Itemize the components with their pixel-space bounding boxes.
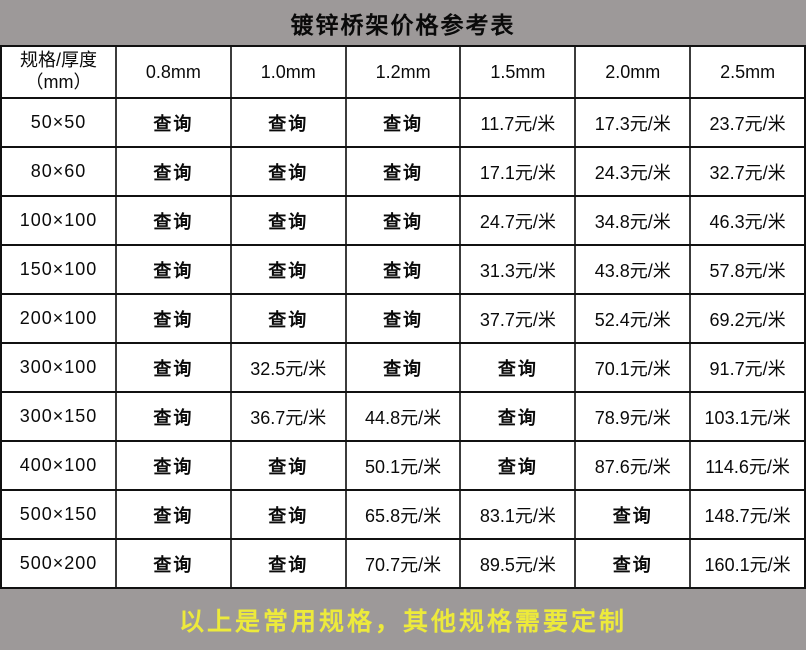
price-cell: 114.6元/米 xyxy=(689,440,806,491)
query-cell: 查询 xyxy=(229,195,347,246)
query-cell: 查询 xyxy=(344,244,462,295)
spec-cell: 50×50 xyxy=(0,97,117,148)
spec-cell: 300×100 xyxy=(0,342,117,393)
price-cell: 91.7元/米 xyxy=(689,342,806,393)
query-cell: 查询 xyxy=(115,538,232,589)
table-row: 80×60 查询 查询 查询 17.1元/米 24.3元/米 32.7元/米 xyxy=(0,146,806,197)
table-row: 50×50 查询 查询 查询 11.7元/米 17.3元/米 23.7元/米 xyxy=(0,97,806,148)
price-table-body: 规格/厚度 （mm） 0.8mm 1.0mm 1.2mm 1.5mm 2.0mm 2.5m… xyxy=(0,47,806,589)
query-cell: 查询 xyxy=(229,489,347,540)
query-cell: 查询 xyxy=(229,440,347,491)
thickness-header-cell: 1.5mm xyxy=(459,47,577,99)
query-cell: 查询 xyxy=(574,538,692,589)
table-row: 100×100 查询 查询 查询 24.7元/米 34.8元/米 46.3元/米 xyxy=(0,195,806,246)
price-cell: 160.1元/米 xyxy=(689,538,806,589)
price-cell: 31.3元/米 xyxy=(459,244,577,295)
query-cell: 查询 xyxy=(229,538,347,589)
thickness-header-cell: 2.5mm xyxy=(689,47,806,99)
price-cell: 70.7元/米 xyxy=(344,538,462,589)
footer-note: 以上是常用规格，其他规格需要定制 xyxy=(0,589,806,650)
price-cell: 46.3元/米 xyxy=(689,195,806,246)
spec-cell: 150×100 xyxy=(0,244,117,295)
query-cell: 查询 xyxy=(344,97,462,148)
query-cell: 查询 xyxy=(115,293,232,344)
query-cell: 查询 xyxy=(344,195,462,246)
spec-cell: 400×100 xyxy=(0,440,117,491)
query-cell: 查询 xyxy=(229,97,347,148)
price-cell: 78.9元/米 xyxy=(574,391,692,442)
query-cell: 查询 xyxy=(229,146,347,197)
price-cell: 69.2元/米 xyxy=(689,293,806,344)
page-title: 镀锌桥架价格参考表 xyxy=(0,0,806,47)
query-cell: 查询 xyxy=(115,489,232,540)
spec-cell: 100×100 xyxy=(0,195,117,246)
query-cell: 查询 xyxy=(115,97,232,148)
query-cell: 查询 xyxy=(115,244,232,295)
thickness-header-cell: 1.2mm xyxy=(344,47,462,99)
price-cell: 17.3元/米 xyxy=(574,97,692,148)
price-cell: 89.5元/米 xyxy=(459,538,577,589)
query-cell: 查询 xyxy=(344,146,462,197)
price-cell: 24.3元/米 xyxy=(574,146,692,197)
query-cell: 查询 xyxy=(115,146,232,197)
table-header-row: 规格/厚度 （mm） 0.8mm 1.0mm 1.2mm 1.5mm 2.0mm 2.5m… xyxy=(0,47,806,99)
price-cell: 52.4元/米 xyxy=(574,293,692,344)
query-cell: 查询 xyxy=(229,293,347,344)
price-cell: 50.1元/米 xyxy=(344,440,462,491)
price-cell: 57.8元/米 xyxy=(689,244,806,295)
query-cell: 查询 xyxy=(459,342,577,393)
thickness-header-cell: 2.0mm xyxy=(574,47,692,99)
query-cell: 查询 xyxy=(115,440,232,491)
price-cell: 32.5元/米 xyxy=(229,342,347,393)
table-row: 500×150 查询 查询 65.8元/米 83.1元/米 查询 148.7元/米 xyxy=(0,489,806,540)
price-cell: 103.1元/米 xyxy=(689,391,806,442)
query-cell: 查询 xyxy=(115,342,232,393)
table-row: 400×100 查询 查询 50.1元/米 查询 87.6元/米 114.6元/米 xyxy=(0,440,806,491)
query-cell: 查询 xyxy=(115,391,232,442)
query-cell: 查询 xyxy=(344,293,462,344)
corner-header-line2: （mm） xyxy=(25,72,92,92)
thickness-header-cell: 1.0mm xyxy=(229,47,347,99)
corner-header-cell: 规格/厚度 （mm） xyxy=(0,47,117,99)
price-cell: 34.8元/米 xyxy=(574,195,692,246)
price-cell: 83.1元/米 xyxy=(459,489,577,540)
query-cell: 查询 xyxy=(459,391,577,442)
spec-cell: 80×60 xyxy=(0,146,117,197)
table-row: 150×100 查询 查询 查询 31.3元/米 43.8元/米 57.8元/米 xyxy=(0,244,806,295)
table-row: 500×200 查询 查询 70.7元/米 89.5元/米 查询 160.1元/米 xyxy=(0,538,806,589)
table-row: 200×100 查询 查询 查询 37.7元/米 52.4元/米 69.2元/米 xyxy=(0,293,806,344)
price-cell: 87.6元/米 xyxy=(574,440,692,491)
price-cell: 65.8元/米 xyxy=(344,489,462,540)
thickness-header-cell: 0.8mm xyxy=(115,47,232,99)
query-cell: 查询 xyxy=(344,342,462,393)
table-row: 300×100 查询 32.5元/米 查询 查询 70.1元/米 91.7元/米 xyxy=(0,342,806,393)
corner-header-line1: 规格/厚度 xyxy=(19,50,97,71)
price-cell: 37.7元/米 xyxy=(459,293,577,344)
price-cell: 70.1元/米 xyxy=(574,342,692,393)
price-cell: 43.8元/米 xyxy=(574,244,692,295)
spec-cell: 500×200 xyxy=(0,538,117,589)
price-cell: 36.7元/米 xyxy=(229,391,347,442)
spec-cell: 500×150 xyxy=(0,489,117,540)
price-cell: 32.7元/米 xyxy=(689,146,806,197)
price-cell: 44.8元/米 xyxy=(344,391,462,442)
query-cell: 查询 xyxy=(459,440,577,491)
price-cell: 23.7元/米 xyxy=(689,97,806,148)
query-cell: 查询 xyxy=(574,489,692,540)
query-cell: 查询 xyxy=(115,195,232,246)
spec-cell: 200×100 xyxy=(0,293,117,344)
price-cell: 148.7元/米 xyxy=(689,489,806,540)
price-table: 规格/厚度 （mm） 0.8mm 1.0mm 1.2mm 1.5mm 2.0mm 2.5m… xyxy=(0,47,806,589)
query-cell: 查询 xyxy=(229,244,347,295)
table-row: 300×150 查询 36.7元/米 44.8元/米 查询 78.9元/米 103.1元/米 xyxy=(0,391,806,442)
price-cell: 11.7元/米 xyxy=(459,97,577,148)
spec-cell: 300×150 xyxy=(0,391,117,442)
price-cell: 24.7元/米 xyxy=(459,195,577,246)
price-cell: 17.1元/米 xyxy=(459,146,577,197)
